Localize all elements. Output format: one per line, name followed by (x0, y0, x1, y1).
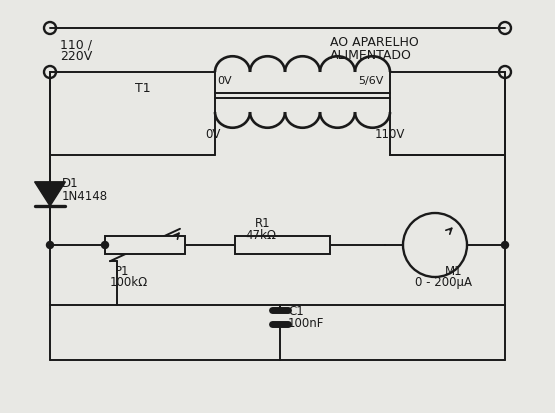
Text: 5/6V: 5/6V (358, 76, 384, 86)
Text: 47kΩ: 47kΩ (245, 229, 276, 242)
Text: 110V: 110V (375, 128, 405, 141)
Text: ALIMENTADO: ALIMENTADO (330, 49, 412, 62)
Circle shape (502, 242, 508, 249)
Circle shape (47, 242, 53, 249)
Bar (235, 236, 330, 254)
Text: 100nF: 100nF (288, 317, 324, 330)
Text: 110 /: 110 / (60, 38, 92, 51)
Text: AO APARELHO: AO APARELHO (330, 36, 419, 49)
Circle shape (102, 242, 108, 249)
Text: 0V: 0V (205, 128, 220, 141)
Text: C1: C1 (288, 305, 304, 318)
Text: R1: R1 (255, 217, 271, 230)
Text: M1: M1 (445, 265, 463, 278)
Text: 0V: 0V (217, 76, 231, 86)
Text: 1N4148: 1N4148 (62, 190, 108, 203)
Text: 100kΩ: 100kΩ (110, 276, 148, 289)
Circle shape (403, 213, 467, 277)
Text: T1: T1 (135, 81, 150, 95)
Text: 220V: 220V (60, 50, 92, 63)
Bar (105, 236, 185, 254)
Text: 0 - 200μA: 0 - 200μA (415, 276, 472, 289)
Polygon shape (34, 182, 65, 206)
Text: D1: D1 (62, 177, 79, 190)
Text: P1: P1 (115, 265, 129, 278)
